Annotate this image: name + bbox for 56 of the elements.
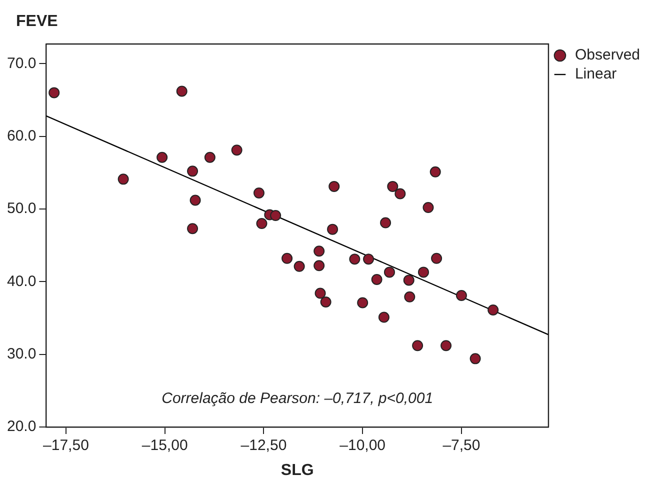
point: [187, 166, 198, 177]
point: [118, 174, 129, 185]
point: [380, 217, 392, 228]
point: [190, 194, 201, 206]
point: [404, 291, 416, 302]
y-tick-label: 70.0: [6, 54, 36, 72]
y-axis-title: FEVE: [16, 13, 58, 30]
point: [327, 224, 338, 235]
x-tick-label: –15,00: [142, 437, 188, 454]
point: [204, 152, 216, 163]
point: [470, 353, 481, 364]
point: [314, 246, 325, 257]
point: [363, 254, 374, 265]
point: [48, 87, 60, 98]
point: [314, 260, 325, 272]
y-tick-label: 20.0: [6, 418, 36, 436]
point: [156, 152, 168, 163]
point: [176, 86, 188, 97]
point: [253, 187, 264, 198]
point: [384, 266, 395, 278]
point: [314, 288, 326, 299]
y-tick-label: 50.0: [6, 200, 36, 218]
point: [328, 180, 340, 192]
y-tick-label: 30.0: [6, 345, 36, 362]
legend-label: Observed: [574, 46, 640, 64]
point: [357, 297, 368, 308]
point: [456, 290, 467, 301]
point: [418, 266, 429, 278]
x-axis-title: SLG: [280, 462, 314, 479]
x-tick-label: –12,50: [240, 437, 287, 454]
point: [187, 223, 198, 234]
point: [270, 210, 282, 222]
point: [387, 180, 398, 192]
y-tick-label: 40.0: [6, 272, 36, 290]
point: [403, 274, 414, 286]
point: [320, 296, 332, 308]
point: [294, 260, 305, 272]
annotation: Correlação de Pearson: –0,717, p<0,001: [162, 390, 434, 407]
point: [431, 252, 442, 264]
point: [412, 340, 424, 352]
point: [371, 274, 382, 285]
point: [422, 202, 434, 214]
x-tick-label: –17,50: [43, 437, 89, 454]
point: [231, 144, 242, 156]
point: [282, 252, 293, 264]
x-tick-label: –10,00: [340, 437, 386, 454]
x-tick-label: –7,50: [442, 437, 480, 454]
point: [440, 340, 452, 352]
legend-label: Linear: [574, 66, 617, 83]
point: [488, 304, 499, 316]
point: [349, 254, 360, 265]
point: [256, 218, 268, 230]
point: [430, 166, 441, 178]
point: [394, 188, 406, 200]
point: [378, 312, 390, 323]
y-tick-label: 60.0: [6, 127, 36, 144]
